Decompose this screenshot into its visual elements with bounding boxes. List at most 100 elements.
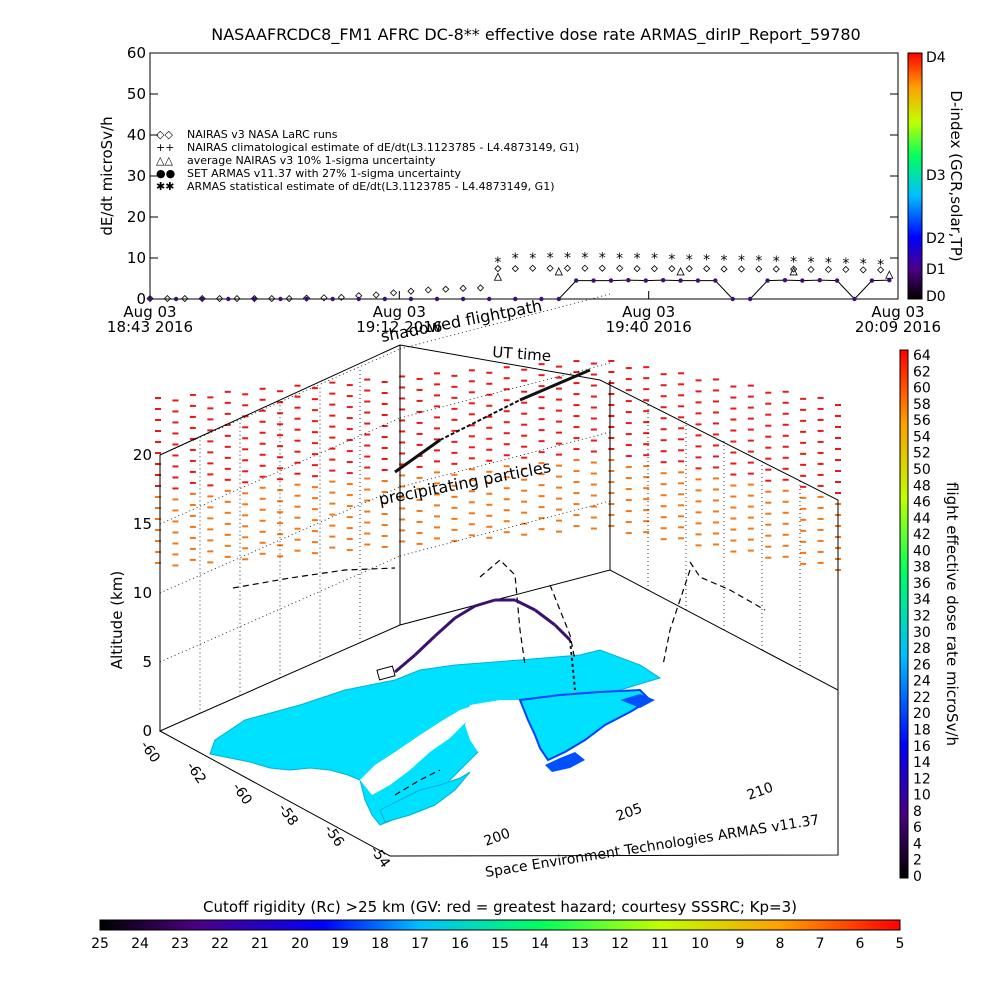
diamond-point [807,265,815,274]
armas-point [460,296,466,302]
diamond-point [476,284,485,292]
dose-rate-tick: 58 [913,397,931,413]
d-index-level: D3 [926,168,946,184]
diamond-point [181,295,189,303]
armas-point [852,296,857,302]
diamond-point [842,265,850,274]
dose-rate-tick: 10 [913,788,931,804]
armas-point [834,278,840,283]
cutoff-tick: 24 [131,936,149,952]
armas-point [408,296,414,302]
armas-point [573,278,579,283]
armas-point [173,296,179,302]
diamond-point [598,264,606,272]
diamond-point [668,265,676,273]
armas-point [556,296,561,302]
uncertainty-point [676,267,685,276]
dose-rate-tick: 14 [913,755,931,771]
cutoff-tick: 10 [691,936,709,952]
armas-point [869,278,875,283]
dose-rate-colorbar-ticks: 0246810121416182022242628303234363840424… [913,348,931,885]
cutoff-tick: 11 [651,936,669,952]
y-tick-label: 0 [136,290,146,308]
flight-segment [553,623,572,642]
cutoff-rigidity-label: Cutoff rigidity (Rc) >25 km (GV: red = g… [203,898,797,916]
dose-rate-tick: 40 [913,543,931,559]
x-tick-label: Aug 03 [622,303,675,321]
asterisk-point: * [686,253,693,269]
armas-point [800,278,805,283]
legend-entry: ARMAS statistical estimate of dE/dt(L3.1… [187,180,554,193]
top-y-axis: 0 10 20 30 40 50 60 [127,44,898,308]
flight-segment [534,608,556,627]
land-mass [209,649,662,826]
flight-segment [514,598,536,612]
armas-point [591,278,596,283]
legend-entry: SET ARMAS v11.37 with 27% 1-sigma uncert… [187,167,461,180]
diamond-point [737,265,746,273]
diamond-point [442,285,450,293]
series-dot [147,277,892,302]
asterisk-point: * [599,251,606,267]
cutoff-tick: 6 [856,936,865,952]
asterisk-point: * [547,251,554,267]
credit-text: Space Environment Technologies ARMAS v11… [484,812,820,881]
cutoff-tick: 25 [91,936,109,952]
diamond-point [650,265,659,273]
armas-point [626,277,631,283]
diamond-point [703,265,711,273]
flight-path [394,368,591,691]
dose-rate-tick: 30 [913,625,931,641]
dose-rate-tick: 52 [913,446,931,462]
longitude-tick-label: 200 [482,826,513,850]
cutoff-rigidity-ticks: 25 24 23 22 21 20 19 18 17 16 15 14 13 12 11 10 9 8 7 6 5 [91,936,904,952]
dose-rate-tick: 50 [913,462,931,478]
legend-symbol: ✱✱ [156,180,174,193]
armas-point [513,296,518,302]
grid-line [159,486,401,594]
dose-rate-tick: 26 [913,657,931,673]
asterisk-point: * [721,253,728,269]
dose-rate-tick: 24 [913,674,931,690]
x-tick-label: Aug 03 [123,303,176,321]
dose-rate-tick: 28 [913,641,931,657]
x-tick-label: 20:09 2016 [855,318,941,336]
armas-point [487,296,492,302]
dose-rate-tick: 54 [913,429,931,445]
legend-entry: NAIRAS v3 NASA LaRC runs [187,128,338,141]
flight-descent [569,639,576,691]
legend-entry: average NAIRAS v3 10% 1-sigma uncertaint… [187,154,436,167]
dose-rate-tick: 18 [913,722,931,738]
dose-rate-colorbar-label: flight effective dose rate microSv/h [943,482,961,746]
diamond-point [337,293,345,301]
altitude-tick-label: 5 [142,653,152,671]
y-tick-label: 40 [127,126,146,144]
latitude-tick-label: -56 [321,822,347,850]
chart-title: NASAAFRCDC8_FM1 AFRC DC-8** effective do… [211,25,860,45]
armas-point [678,278,683,283]
diamond-point [424,286,432,294]
armas-point [713,278,718,283]
3d-grid-lines [159,293,839,714]
diamond-point [633,265,641,273]
d-index-colorbar [907,52,923,300]
series-diamond [146,264,885,303]
cutoff-tick: 22 [211,936,229,952]
dose-rate-tick: 36 [913,576,931,592]
diamond-point [755,265,763,273]
series-asterisk: * * * * * * * * * * * * * * * * * * * * * * * [494,251,884,274]
armas-point [643,278,648,283]
asterisk-point: * [755,253,762,269]
x-tick-label: 19:12 2016 [356,318,442,336]
diamond-point [250,295,258,303]
dose-rate-tick: 8 [913,804,922,820]
aircraft-marker [376,665,396,681]
dose-rate-tick: 12 [913,771,931,787]
armas-point [695,278,701,283]
legend-entry: NAIRAS climatological estimate of dE/dt(… [187,141,579,154]
flight-segment [454,604,476,620]
asterisk-point: * [651,251,658,267]
top-series-layer: * * * * * * * * * * * * * * * * * * * * * * * [146,251,894,303]
diamond-point [494,265,502,273]
